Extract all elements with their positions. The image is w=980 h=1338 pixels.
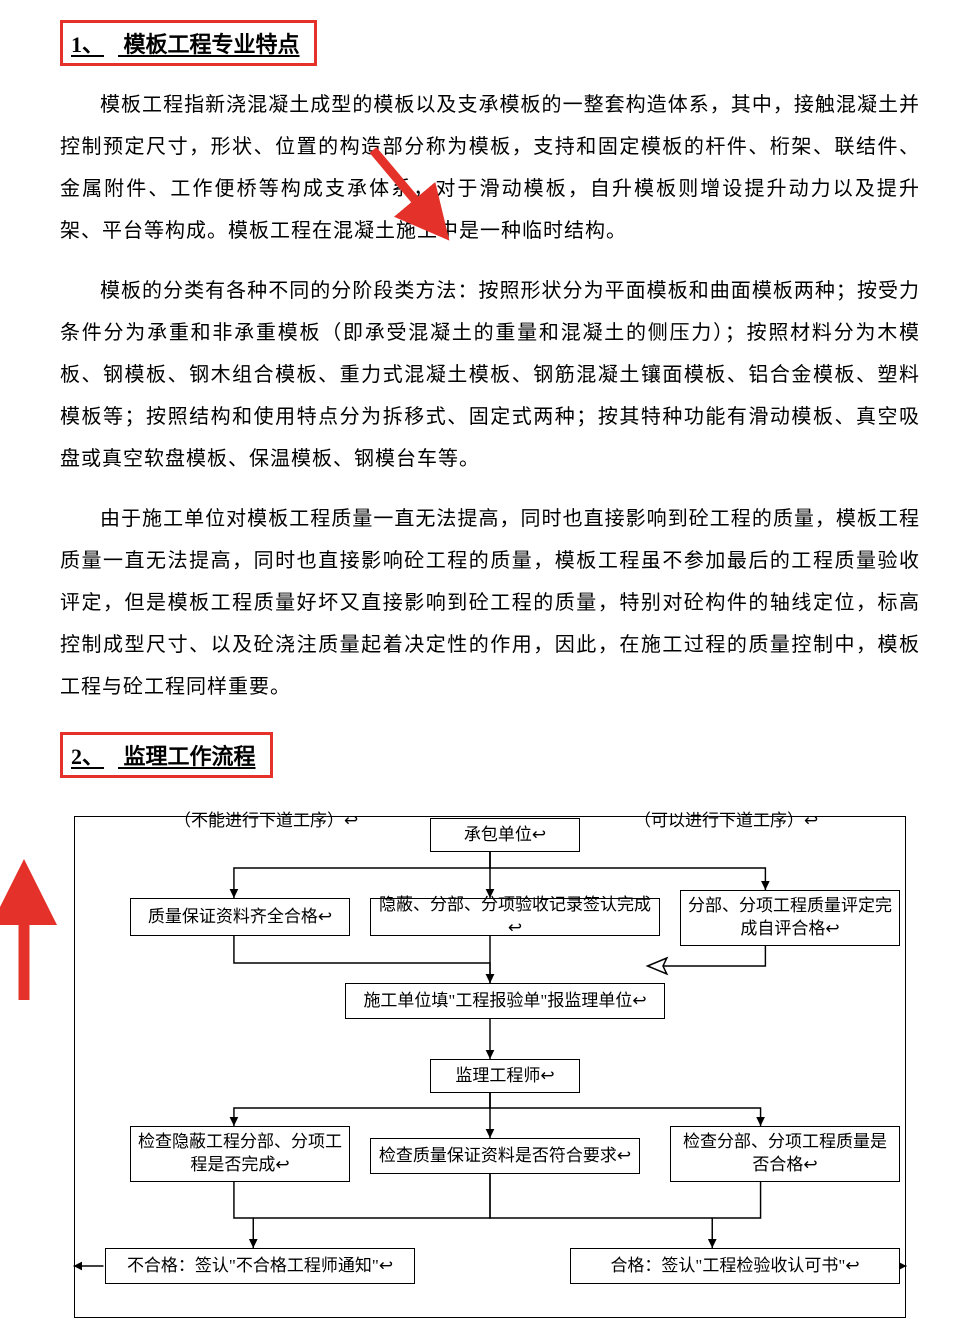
section-1-para-1: 模板工程指新浇混凝土成型的模板以及支承模板的一整套构造体系，其中，接触混凝土并控… <box>60 84 920 252</box>
section-1-para-3: 由于施工单位对模板工程质量一直无法提高，同时也直接影响到砼工程的质量，模板工程质… <box>60 498 920 708</box>
section-2-heading: 2、 监理工作流程 <box>60 732 273 778</box>
section-1-heading: 1、 模板工程专业特点 <box>60 20 317 66</box>
flow-node-b: 施工单位填"工程报验单"报监理单位↩ <box>345 983 665 1019</box>
section-1-para-2: 模板的分类有各种不同的分阶段类方法：按照形状分为平面模板和曲面模板两种；按受力条… <box>60 270 920 480</box>
section-1-number: 1、 <box>71 32 104 57</box>
flow-node-d1: 检查隐蔽工程分部、分项工程是否完成↩ <box>130 1126 350 1182</box>
section-2-title: 监理工作流程 <box>124 744 256 769</box>
flow-node-a2: 隐蔽、分部、分项验收记录签认完成↩ <box>370 898 660 936</box>
section-1-title: 模板工程专业特点 <box>124 32 300 57</box>
flow-node-top: 承包单位↩ <box>430 818 580 852</box>
flowchart: （不能进行下道工序）↩ （可以进行下道工序）↩ <box>60 808 920 1318</box>
flow-node-e2: 合格：签认"工程检验收认可书"↩ <box>570 1248 900 1284</box>
document-page: 1、 模板工程专业特点 模板工程指新浇混凝土成型的模板以及支承模板的一整套构造体… <box>0 0 980 1338</box>
flow-node-c: 监理工程师↩ <box>430 1059 580 1093</box>
flow-node-a1: 质量保证资料齐全合格↩ <box>130 898 350 936</box>
flow-node-d2: 检查质量保证资料是否符合要求↩ <box>370 1138 640 1174</box>
flow-node-d3: 检查分部、分项工程质量是否合格↩ <box>670 1126 900 1182</box>
section-2-number: 2、 <box>71 744 104 769</box>
flow-node-e1: 不合格：签认"不合格工程师通知"↩ <box>105 1248 415 1284</box>
flow-node-a3: 分部、分项工程质量评定完成自评合格↩ <box>680 890 900 946</box>
